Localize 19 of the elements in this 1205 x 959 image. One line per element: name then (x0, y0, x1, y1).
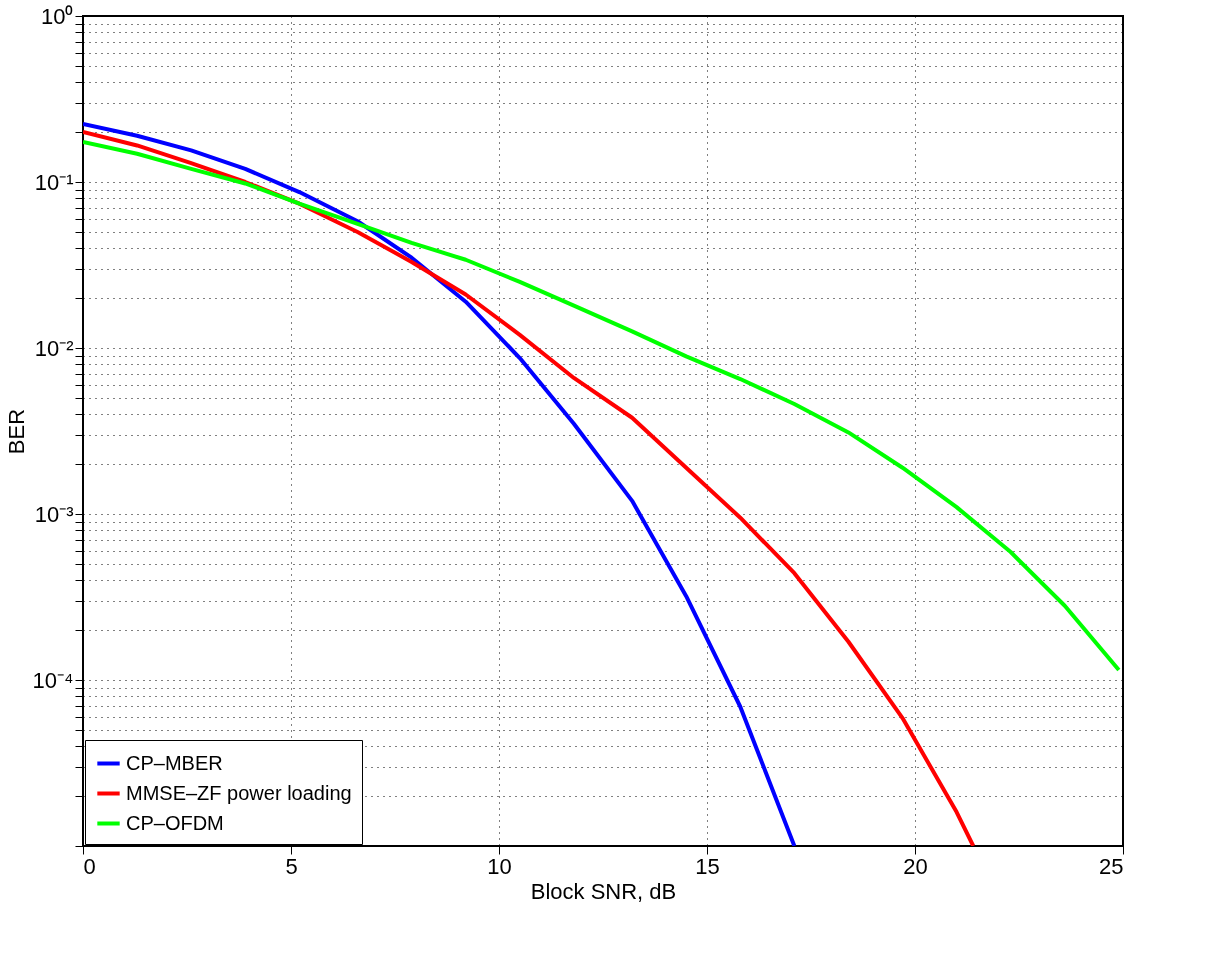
line-series (83, 130, 976, 846)
x-tick-label: 20 (903, 853, 928, 879)
x-tick-label: 10 (487, 853, 512, 879)
legend-label: MMSE–ZF power loading (126, 781, 352, 804)
x-tick-label: 15 (695, 853, 720, 879)
line-series (83, 121, 797, 846)
line-series (83, 140, 1121, 672)
legend-label: CP–MBER (126, 751, 223, 774)
y-axis-title: BER (3, 408, 29, 455)
x-axis-title: Block SNR, dB (530, 878, 677, 904)
y-tick-label: 10⁻¹ (34, 169, 74, 195)
y-tick-label: 10⁻² (34, 335, 74, 361)
y-tick-label: 10⁻³ (34, 501, 74, 527)
legend-label: CP–OFDM (126, 811, 224, 834)
x-tick-label: 5 (285, 853, 298, 879)
y-tick-label: 10⁰ (41, 3, 74, 29)
x-tick-label: 25 (1099, 853, 1124, 879)
y-tick-label: 10⁻⁴ (32, 667, 74, 693)
x-tick-label: 0 (83, 853, 96, 879)
